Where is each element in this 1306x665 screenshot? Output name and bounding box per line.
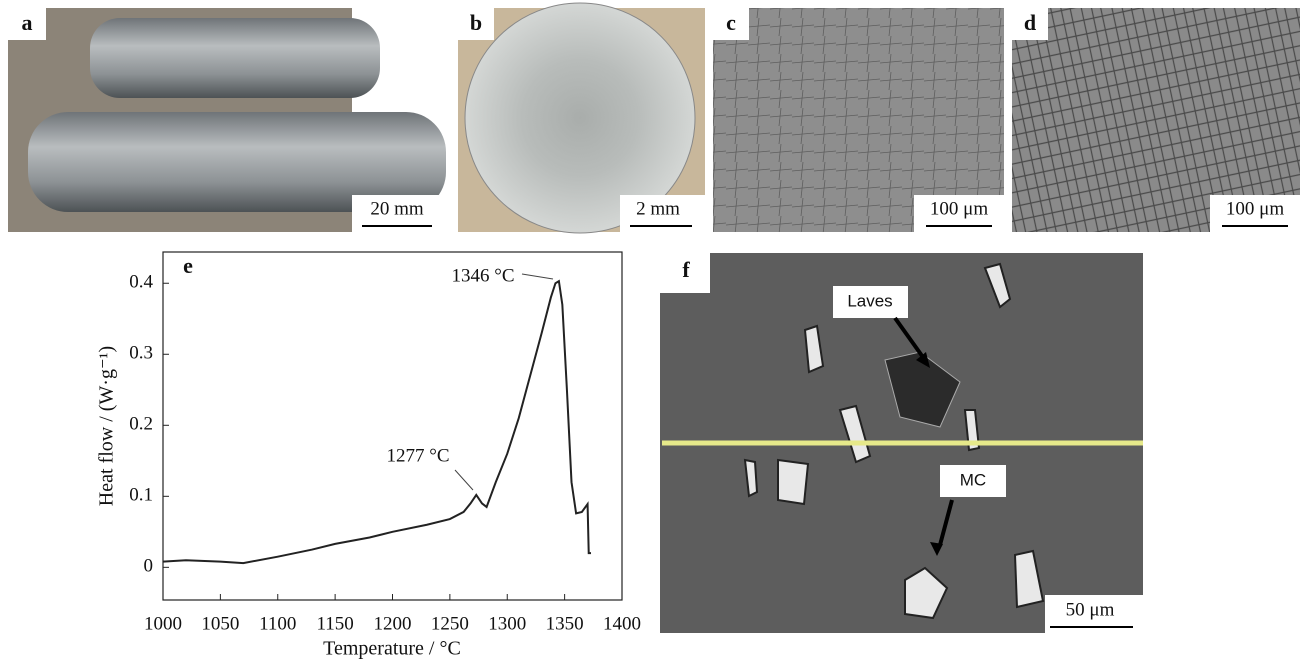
x-tick-label: 1100 [259,613,296,634]
x-tick-label: 1350 [546,613,584,634]
panel-label: a [22,10,33,35]
panel-e-chart: e Temperature / °C Heat flow / (W·g⁻¹) 1… [96,252,641,660]
panel-d: d 100 μm [1012,8,1300,232]
x-tick-label: 1000 [144,613,182,634]
panel-b: b 2 mm [458,3,705,233]
annotation: 1346 °C [451,265,514,286]
annotation: MC [960,470,986,489]
page: a 20 mm b 2 mm c 100 μm d 100 μm [0,0,1306,665]
x-tick-label: 1200 [374,613,412,634]
x-tick-label: 1150 [316,613,353,634]
cylinder [90,18,380,98]
panel-a: a 20 mm [8,8,446,232]
y-tick-label: 0.3 [129,343,153,364]
y-tick-label: 0.4 [129,272,153,293]
panel-label: b [470,10,482,35]
y-tick-label: 0.1 [129,485,153,506]
heat-flow-line [163,281,591,563]
plot-frame [163,252,622,600]
scale-bar-label: 2 mm [636,198,680,219]
scale-bar-label: 50 μm [1066,599,1115,620]
x-tick-label: 1250 [431,613,469,634]
x-axis-label: Temperature / °C [323,638,461,660]
annotation: 1277 °C [386,445,449,466]
scale-bar-label: 100 μm [930,198,988,219]
panel-c: c 100 μm [713,8,1004,232]
annotation: Laves [847,291,892,310]
panel-label: d [1024,10,1036,35]
x-tick-label: 1050 [201,613,239,634]
panel-label: f [682,257,690,282]
annotation-arrow [522,274,553,279]
x-tick-label: 1400 [603,613,641,634]
y-axis-label: Heat flow / (W·g⁻¹) [96,346,118,506]
scale-bar-label: 20 mm [370,198,424,219]
panel-label: c [726,10,736,35]
annotation-arrow [455,470,473,490]
x-tick-label: 1300 [488,613,526,634]
scale-bar-label: 100 μm [1226,198,1284,219]
panel-label: e [183,253,193,278]
panel-f: f Laves MC 50 μm [660,253,1143,633]
y-tick-label: 0 [144,556,154,577]
y-tick-label: 0.2 [129,414,153,435]
figure: a 20 mm b 2 mm c 100 μm d 100 μm [0,0,1306,665]
